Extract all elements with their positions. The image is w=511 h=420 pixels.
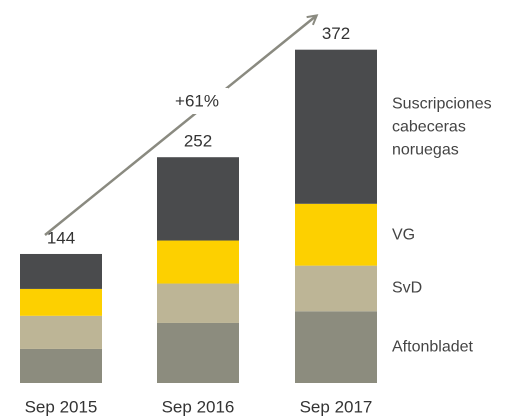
- bar-segment: [295, 265, 377, 312]
- bar-segment: [20, 348, 102, 383]
- bar-segment: [295, 203, 377, 266]
- x-tick-label: Sep 2015: [25, 397, 98, 416]
- x-tick-label: Sep 2016: [162, 397, 235, 416]
- annotation-bg: [170, 88, 228, 114]
- bar-segment: [295, 311, 377, 383]
- x-tick-label: Sep 2017: [300, 397, 373, 416]
- bar-segment: [157, 157, 239, 241]
- bar-segment: [20, 253, 102, 289]
- total-label: 372: [322, 24, 350, 43]
- bar-segment: [157, 322, 239, 383]
- total-label: 252: [184, 132, 212, 151]
- bar-segment: [20, 315, 102, 349]
- legend-label: SvD: [392, 279, 423, 297]
- total-label: 144: [47, 228, 75, 247]
- bar-segment: [157, 240, 239, 284]
- legend-label: VG: [392, 226, 416, 244]
- legend-label: Aftonbladet: [392, 338, 473, 356]
- annotation: +61%: [175, 91, 219, 110]
- bar-segment: [295, 49, 377, 204]
- bar-segment: [20, 288, 102, 316]
- bar-segment: [157, 283, 239, 323]
- legend-label: Suscripciones cabeceras noruegas: [392, 95, 492, 159]
- growth-arrow: [44, 16, 316, 236]
